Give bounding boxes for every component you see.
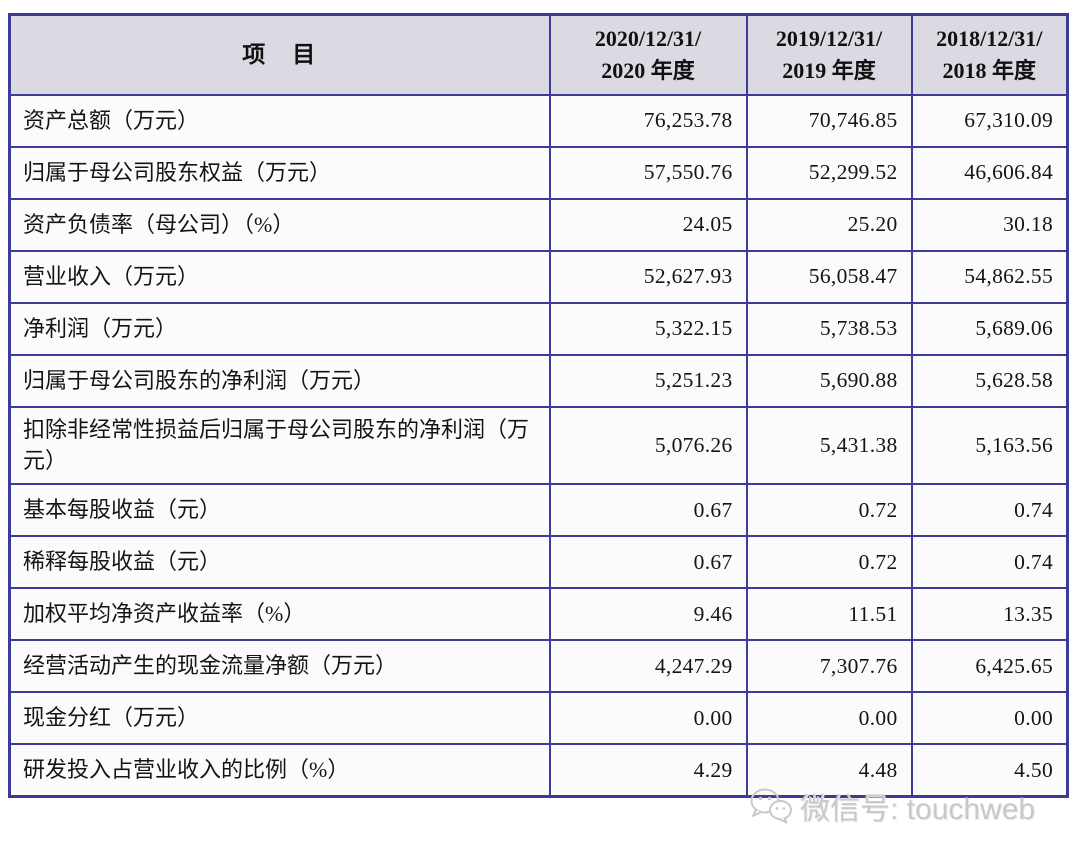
header-period-2020-date: 2020/12/31/ [594,25,702,51]
row-value-2018: 46,606.84 [910,145,1069,200]
row-label: 营业收入（万元） [8,249,551,304]
row-value-2020: 57,550.76 [548,145,748,200]
row-value-2020: 24.05 [548,197,748,252]
row-value-2020: 4,247.29 [548,639,748,694]
row-value-2019: 5,690.88 [745,353,913,408]
watermark: 微信号: touchweb [748,784,1035,828]
row-label: 净利润（万元） [8,301,551,356]
table-header-row: 项 目 2020/12/31/ 2020 年度 2019/12/31/ 2019… [8,13,1069,96]
row-value-2020: 5,322.15 [548,301,748,356]
row-label: 归属于母公司股东的净利润（万元） [8,353,551,408]
table-row-debt-ratio: 资产负债率（母公司）（%） 24.05 25.20 30.18 [8,197,1069,252]
row-value-2020: 0.00 [548,691,748,746]
row-value-2019: 0.00 [745,691,913,746]
row-value-2019: 0.72 [745,483,913,538]
row-value-2020: 0.67 [548,483,748,538]
row-value-2019: 52,299.52 [745,145,913,200]
row-value-2019: 70,746.85 [745,93,913,148]
row-value-2019: 25.20 [745,197,913,252]
row-value-2018: 0.00 [910,691,1069,746]
row-value-2018: 0.74 [910,483,1069,538]
table-row-parent-equity: 归属于母公司股东权益（万元） 57,550.76 52,299.52 46,60… [8,145,1069,200]
header-period-2018: 2018/12/31/ 2018 年度 [910,13,1069,96]
table-row-basic-eps: 基本每股收益（元） 0.67 0.72 0.74 [8,483,1069,538]
header-period-2018-date: 2018/12/31/ [936,25,1043,51]
table-row-rd-ratio: 研发投入占营业收入的比例（%） 4.29 4.48 4.50 [8,743,1069,798]
row-label: 归属于母公司股东权益（万元） [8,145,551,200]
row-label: 研发投入占营业收入的比例（%） [8,743,551,798]
row-value-2020: 4.29 [548,743,748,798]
row-value-2018: 30.18 [910,197,1069,252]
row-value-2018: 4.50 [910,743,1069,798]
row-value-2019: 11.51 [745,587,913,642]
table-row-parent-net-profit: 归属于母公司股东的净利润（万元） 5,251.23 5,690.88 5,628… [8,353,1069,408]
row-label: 基本每股收益（元） [8,483,551,538]
row-label: 现金分红（万元） [8,691,551,746]
row-label: 稀释每股收益（元） [8,535,551,590]
row-label: 资产负债率（母公司）（%） [8,197,551,252]
header-period-2019-date: 2019/12/31/ [775,25,883,51]
table-row-revenue: 营业收入（万元） 52,627.93 56,058.47 54,862.55 [8,249,1069,304]
table-row-diluted-eps: 稀释每股收益（元） 0.67 0.72 0.74 [8,535,1069,590]
row-value-2019: 4.48 [745,743,913,798]
table-row-cash-dividend: 现金分红（万元） 0.00 0.00 0.00 [8,691,1069,746]
row-label: 资产总额（万元） [8,93,551,148]
header-period-2018-year: 2018 年度 [942,57,1036,83]
row-value-2019: 0.72 [745,535,913,590]
row-value-2018: 6,425.65 [910,639,1069,694]
row-value-2018: 13.35 [910,587,1069,642]
row-value-2020: 0.67 [548,535,748,590]
header-period-2019: 2019/12/31/ 2019 年度 [745,13,913,96]
row-value-2018: 5,628.58 [910,353,1069,408]
watermark-text: 微信号: touchweb [800,793,1036,826]
row-value-2018: 5,163.56 [910,405,1069,486]
table-row-net-profit: 净利润（万元） 5,322.15 5,738.53 5,689.06 [8,301,1069,356]
row-label: 扣除非经常性损益后归属于母公司股东的净利润（万元） [8,405,551,486]
row-value-2018: 5,689.06 [910,301,1069,356]
row-value-2019: 5,431.38 [745,405,913,486]
header-item-label: 项 目 [8,13,551,96]
row-value-2018: 67,310.09 [910,93,1069,148]
row-value-2020: 52,627.93 [548,249,748,304]
row-value-2020: 9.46 [548,587,748,642]
row-value-2019: 7,307.76 [745,639,913,694]
row-value-2020: 5,251.23 [548,353,748,408]
table-row-deducted-net-profit: 扣除非经常性损益后归属于母公司股东的净利润（万元） 5,076.26 5,431… [8,405,1069,486]
financial-summary-table: 项 目 2020/12/31/ 2020 年度 2019/12/31/ 2019… [8,13,1069,798]
table-row-operating-cash-flow: 经营活动产生的现金流量净额（万元） 4,247.29 7,307.76 6,42… [8,639,1069,694]
row-value-2018: 0.74 [910,535,1069,590]
row-value-2018: 54,862.55 [910,249,1069,304]
wechat-icon [750,788,792,824]
row-label: 加权平均净资产收益率（%） [8,587,551,642]
table-row-weighted-roe: 加权平均净资产收益率（%） 9.46 11.51 13.35 [8,587,1069,642]
row-value-2019: 5,738.53 [745,301,913,356]
header-period-2019-year: 2019 年度 [782,57,876,83]
table-row-total-assets: 资产总额（万元） 76,253.78 70,746.85 67,310.09 [8,93,1069,148]
row-value-2020: 5,076.26 [548,405,748,486]
row-value-2019: 56,058.47 [745,249,913,304]
row-label: 经营活动产生的现金流量净额（万元） [8,639,551,694]
header-period-2020-year: 2020 年度 [601,57,695,83]
row-value-2020: 76,253.78 [548,93,748,148]
header-period-2020: 2020/12/31/ 2020 年度 [548,13,748,96]
